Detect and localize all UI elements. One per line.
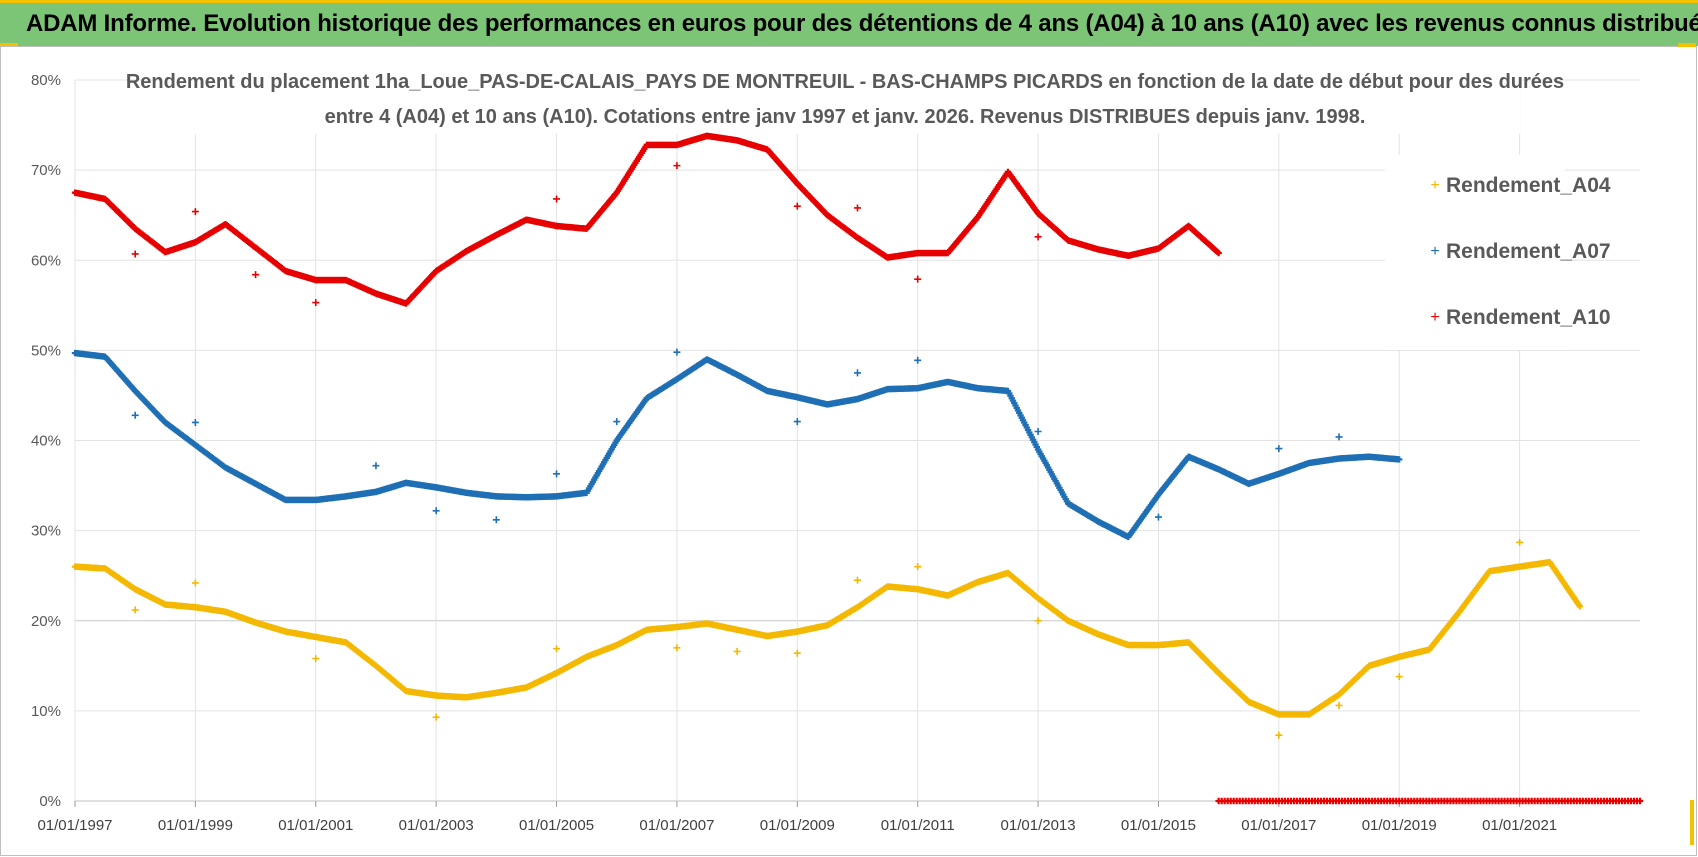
outlier-point <box>492 516 500 524</box>
x-tick-label: 01/01/1997 <box>37 817 112 834</box>
outlier-point <box>191 579 199 587</box>
outlier-point <box>854 576 861 584</box>
series-rendement-a07 <box>71 348 1403 541</box>
legend-box <box>1385 155 1565 350</box>
y-tick-label: 50% <box>31 342 61 359</box>
series-rendement-a04 <box>71 538 1584 739</box>
outlier-point <box>673 644 681 652</box>
y-tick-label: 0% <box>39 793 61 810</box>
legend-label-a10: Rendement_A10 <box>1446 306 1611 329</box>
x-tick-label: 01/01/2021 <box>1482 817 1557 834</box>
legend-marker-a04: + <box>1430 177 1439 194</box>
outlier-point <box>191 208 199 216</box>
legend-marker-a07: + <box>1430 243 1439 260</box>
x-tick-label: 01/01/2013 <box>1001 817 1076 834</box>
x-tick-label: 01/01/2009 <box>760 817 835 834</box>
corner-accent-top-left <box>0 43 18 46</box>
outlier-point <box>914 563 922 571</box>
outlier-point <box>1275 445 1283 453</box>
outlier-point <box>793 649 801 657</box>
outlier-point <box>372 462 380 470</box>
outlier-point <box>553 645 561 653</box>
outlier-point <box>793 418 801 426</box>
y-tick-label: 70% <box>31 162 61 179</box>
outlier-point <box>1275 731 1283 739</box>
x-tick-label: 01/01/2005 <box>519 817 594 834</box>
data-series <box>71 132 1644 805</box>
legend-item-a04[interactable]: + Rendement_A04 <box>1430 174 1611 197</box>
outlier-point <box>191 418 199 426</box>
chart-title-line-1: Rendement du placement 1ha_Loue_PAS-DE-C… <box>126 71 1564 93</box>
y-tick-label: 20% <box>31 613 61 630</box>
y-tick-label: 10% <box>31 703 61 720</box>
outlier-point <box>1034 233 1042 241</box>
x-tick-label: 01/01/2007 <box>639 817 714 834</box>
data-point <box>1396 456 1403 463</box>
legend[interactable]: + Rendement_A04 + Rendement_A07 + Rendem… <box>1385 155 1611 350</box>
y-tick-label: 60% <box>31 252 61 269</box>
legend-label-a04: Rendement_A04 <box>1446 174 1611 197</box>
outlier-point <box>673 348 681 356</box>
x-tick-label: 01/01/2017 <box>1241 817 1316 834</box>
outlier-point <box>432 507 440 515</box>
outlier-point <box>914 275 922 283</box>
outlier-point <box>432 713 440 721</box>
x-axis-ticks: 01/01/1997 01/01/1999 01/01/2001 01/01/2003… <box>37 801 1557 834</box>
outlier-point <box>1034 427 1042 435</box>
data-point <box>1215 249 1222 257</box>
corner-accent-top-right <box>1678 43 1696 47</box>
y-axis-ticks: 0% 10% 20% 30% 40% 50% 60% 70% 80% <box>31 72 61 810</box>
outlier-point <box>733 647 741 655</box>
x-tick-label: 01/01/2003 <box>399 817 474 834</box>
outlier-point <box>613 418 621 426</box>
outlier-point <box>1516 538 1524 546</box>
outlier-point <box>1395 673 1403 681</box>
y-tick-label: 80% <box>31 72 61 89</box>
y-tick-label: 40% <box>31 433 61 450</box>
outlier-point <box>312 655 320 663</box>
zero-point <box>1636 797 1644 805</box>
data-point <box>1576 603 1584 610</box>
chart-title-line-2: entre 4 (A04) et 10 ans (A10). Cotations… <box>325 106 1366 128</box>
outlier-point <box>131 606 139 614</box>
x-tick-label: 01/01/2019 <box>1362 817 1437 834</box>
series-rendement-a10 <box>71 132 1644 805</box>
outlier-point <box>673 162 681 170</box>
outlier-point <box>131 411 139 419</box>
outlier-point <box>312 299 320 307</box>
outlier-point <box>1154 513 1162 521</box>
legend-marker-a10: + <box>1430 309 1439 326</box>
chart-frame <box>0 46 1697 856</box>
outlier-point <box>131 250 139 258</box>
x-tick-label: 01/01/2001 <box>278 817 353 834</box>
legend-item-a07[interactable]: + Rendement_A07 <box>1430 240 1610 263</box>
outlier-point <box>553 470 561 478</box>
x-tick-label: 01/01/2011 <box>881 817 955 834</box>
outlier-point <box>793 202 801 210</box>
legend-item-a10[interactable]: + Rendement_A10 <box>1430 306 1610 329</box>
y-tick-label: 30% <box>31 523 61 540</box>
outlier-point <box>914 356 922 364</box>
outlier-point <box>854 369 861 377</box>
outlier-point <box>553 195 561 203</box>
outlier-point <box>1034 617 1042 625</box>
outlier-point <box>252 271 260 279</box>
header-banner: ADAM Informe. Evolution historique des p… <box>0 0 1698 46</box>
outlier-point <box>1335 433 1343 441</box>
legend-label-a07: Rendement_A07 <box>1446 240 1611 263</box>
outlier-point <box>854 204 861 212</box>
x-tick-label: 01/01/1999 <box>158 817 233 834</box>
outlier-point <box>1335 701 1343 709</box>
report-title: ADAM Informe. Evolution historique des p… <box>26 10 1698 37</box>
title-backdrop <box>160 62 1520 134</box>
corner-accent-right <box>1690 800 1694 845</box>
x-tick-label: 01/01/2015 <box>1121 817 1196 834</box>
